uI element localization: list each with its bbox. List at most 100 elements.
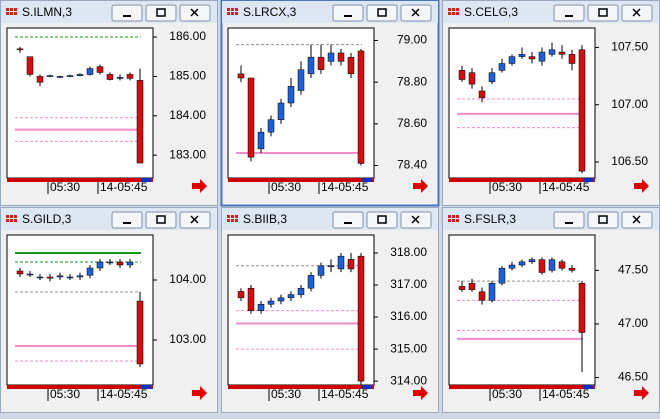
candle-body: [36, 76, 44, 83]
plot-area: [448, 234, 596, 386]
candle-body: [508, 56, 516, 64]
candle-body: [478, 291, 486, 301]
y-tick-label: 104.00: [169, 272, 206, 286]
x-tick-label: 14-05:45: [100, 180, 148, 194]
candle-body: [317, 56, 325, 70]
x-tick-label: 14-05:45: [321, 180, 369, 194]
close-glyph: [632, 8, 641, 17]
close-glyph: [190, 215, 199, 224]
time-strip: [7, 385, 153, 389]
y-tick-label: 314.00: [390, 373, 427, 387]
candle-body: [478, 90, 486, 99]
window-icon: [448, 8, 451, 11]
window-icon: [452, 8, 455, 11]
minimize-button[interactable]: [553, 211, 585, 229]
window-title: S.CELG,3: [464, 5, 518, 19]
x-tick-label: 05:30: [492, 387, 522, 401]
plot-area: [6, 234, 154, 386]
scroll-arrow[interactable]: [192, 386, 207, 400]
candle-body: [498, 267, 506, 284]
max-glyph: [156, 215, 166, 224]
max-glyph: [377, 215, 387, 224]
window-icon: [14, 12, 17, 15]
maximize-button[interactable]: [587, 4, 619, 22]
scroll-arrow[interactable]: [192, 179, 207, 193]
time-strip: [449, 178, 595, 182]
window-icon: [235, 12, 238, 15]
y-tick-label: 317.00: [390, 277, 427, 291]
candle-body: [528, 56, 536, 60]
window-icon: [10, 215, 13, 218]
candle-body: [548, 49, 556, 55]
candle-body: [518, 261, 526, 266]
y-tick-label: 185.00: [169, 69, 206, 83]
time-strip-now: [141, 385, 151, 389]
minimize-button[interactable]: [111, 4, 143, 22]
window-icon: [235, 8, 238, 11]
window-icon: [6, 8, 9, 11]
scroll-arrow[interactable]: [634, 386, 649, 400]
y-tick-label: 318.00: [390, 245, 427, 259]
maximize-button[interactable]: [587, 211, 619, 229]
candle-body: [568, 267, 576, 271]
window-icon: [14, 8, 17, 11]
candle-body: [56, 275, 64, 278]
candle-body: [136, 80, 144, 164]
scroll-arrow[interactable]: [634, 179, 649, 193]
candle-body: [518, 54, 526, 57]
candle-body: [337, 255, 345, 270]
candle-body: [488, 282, 496, 301]
time-strip: [228, 178, 374, 182]
candle-body: [347, 56, 355, 75]
candle-body: [126, 74, 134, 79]
window-icon: [448, 12, 451, 15]
minimize-button[interactable]: [553, 4, 585, 22]
minimize-button[interactable]: [111, 211, 143, 229]
maximize-button[interactable]: [366, 211, 398, 229]
scroll-arrow[interactable]: [413, 386, 428, 400]
time-strip: [449, 385, 595, 389]
max-glyph: [598, 215, 608, 224]
window-icon: [231, 215, 234, 218]
x-tick-label: 14-05:45: [100, 387, 148, 401]
candle-body: [116, 76, 124, 79]
window-title: S.LRCX,3: [243, 5, 297, 19]
maximize-button[interactable]: [145, 4, 177, 22]
candle-body: [247, 77, 255, 158]
candle-body: [126, 261, 134, 266]
window-title: S.ILMN,3: [22, 5, 72, 19]
candle-body: [558, 261, 566, 269]
candle-body: [26, 56, 34, 75]
window-icon: [448, 219, 451, 222]
candle-body: [307, 275, 315, 289]
candle-body: [317, 265, 325, 276]
window-icon: [227, 219, 230, 222]
minimize-button[interactable]: [332, 211, 364, 229]
window-icon: [231, 8, 234, 11]
candle-body: [136, 300, 144, 365]
y-tick-label: 107.50: [611, 40, 648, 54]
candle-body: [327, 265, 335, 268]
window-icon: [6, 12, 9, 15]
candle-body: [76, 275, 84, 278]
maximize-button[interactable]: [145, 211, 177, 229]
candle-body: [267, 119, 275, 133]
time-strip-now: [141, 178, 151, 182]
candle-body: [578, 49, 586, 172]
x-tick-label: 05:30: [492, 180, 522, 194]
time-strip-now: [583, 178, 593, 182]
candle-body: [277, 297, 285, 302]
candle-body: [237, 291, 245, 299]
window-icon: [10, 12, 13, 15]
candle-body: [106, 74, 114, 80]
minimize-button[interactable]: [332, 4, 364, 22]
window-icon: [6, 219, 9, 222]
maximize-button[interactable]: [366, 4, 398, 22]
candle-body: [86, 267, 94, 276]
time-strip-now: [583, 385, 593, 389]
y-tick-label: 107.00: [611, 97, 648, 111]
close-glyph: [632, 215, 641, 224]
scroll-arrow[interactable]: [413, 179, 428, 193]
y-tick-label: 184.00: [169, 108, 206, 122]
